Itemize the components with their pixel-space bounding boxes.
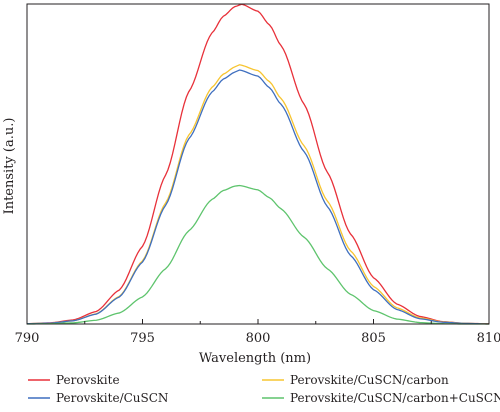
legend-item: Perovskite/CuSCN/carbon — [262, 373, 449, 387]
legend-item: Perovskite — [28, 373, 120, 387]
legend: Perovskite Perovskite/CuSCN/carbon Perovsk… — [28, 373, 500, 405]
series-line-4 — [26, 184, 489, 325]
axes — [26, 3, 490, 325]
x-tick-label: 795 — [130, 331, 155, 346]
legend-item: Perovskite/CuSCN/carbon+CuSCN — [262, 391, 500, 405]
x-axis-label: Wavelength (nm) — [199, 351, 311, 366]
y-axis-label: Intensity (a.u.) — [2, 118, 17, 215]
legend-label: Perovskite/CuSCN/carbon — [290, 373, 449, 387]
legend-label: Perovskite/CuSCN/carbon+CuSCN — [290, 391, 500, 405]
legend-label: Perovskite/CuSCN — [56, 391, 168, 405]
x-ticks: 790 795 800 805 810 — [15, 319, 500, 346]
plot-frame — [26, 3, 490, 325]
x-tick-label: 800 — [246, 331, 271, 346]
plot-area — [26, 3, 490, 325]
series-line-3 — [26, 69, 490, 325]
x-tick-label: 810 — [477, 331, 500, 346]
series-line-1 — [26, 3, 490, 325]
x-tick-label: 805 — [361, 331, 386, 346]
legend-item: Perovskite/CuSCN — [28, 391, 168, 405]
series-line-2 — [26, 64, 490, 325]
legend-label: Perovskite — [56, 373, 120, 387]
x-tick-label: 790 — [15, 331, 40, 346]
